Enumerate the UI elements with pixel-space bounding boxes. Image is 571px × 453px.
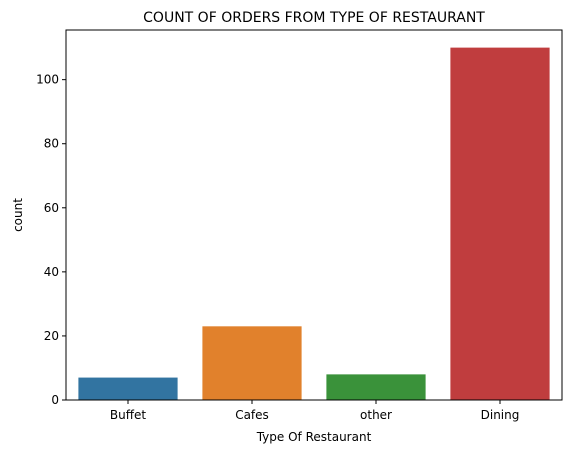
bar-other [326, 374, 426, 400]
x-tick-label: Cafes [235, 408, 269, 422]
chart-title: COUNT OF ORDERS FROM TYPE OF RESTAURANT [143, 10, 485, 26]
x-tick-label: Buffet [110, 408, 146, 422]
plot-frame [65, 29, 563, 401]
bar-cafes [202, 326, 302, 400]
bar-dining [450, 47, 550, 400]
bar-buffet [78, 377, 178, 400]
y-tick-label: 100 [36, 73, 59, 87]
y-tick-label: 20 [44, 329, 59, 343]
y-tick-label: 60 [44, 201, 59, 215]
y-axis-ticks: 0 20 40 60 80 100 [36, 73, 66, 407]
x-tick-label: other [360, 408, 392, 422]
y-tick-label: 80 [44, 137, 59, 151]
x-axis-label: Type Of Restaurant [256, 430, 372, 444]
y-tick-label: 0 [51, 393, 59, 407]
x-tick-label: Dining [481, 408, 520, 422]
y-axis-label: count [11, 198, 25, 232]
y-tick-label: 40 [44, 265, 59, 279]
x-axis-ticks: Buffet Cafes other Dining [110, 400, 519, 422]
bars-group [78, 47, 550, 400]
